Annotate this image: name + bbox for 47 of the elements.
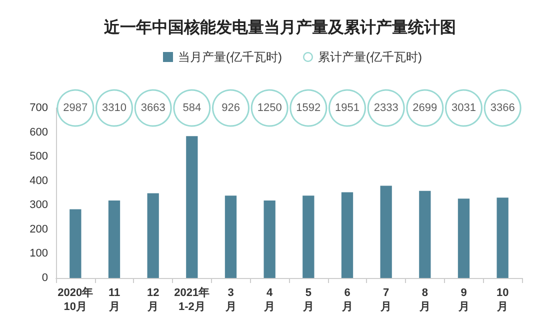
bar	[419, 190, 431, 278]
x-tick-label: 11 月	[108, 287, 120, 313]
x-tick-label: 2020年 10月	[58, 286, 94, 313]
legend-label: 累计产量(亿千瓦时)	[318, 50, 422, 64]
x-tick-label: 10 月	[496, 287, 509, 313]
y-tick-label: 600	[30, 126, 48, 138]
bar	[186, 136, 198, 278]
bar	[264, 200, 276, 278]
y-tick-label: 700	[30, 102, 48, 114]
bar	[224, 196, 237, 278]
x-tick-label: 2021年 1-2月	[174, 286, 210, 313]
x-tick-label: 9 月	[457, 287, 470, 313]
x-tick-label: 5 月	[302, 287, 314, 313]
x-tick-label: 3 月	[224, 287, 236, 313]
data-label: 3663	[140, 102, 166, 114]
data-label: 2987	[63, 102, 88, 114]
data-label: 3031	[452, 102, 476, 114]
y-tick-label: 500	[30, 150, 48, 163]
data-label: 926	[222, 102, 240, 114]
text: 近一年中国核能发电量当月产量及累计产量统计图	[103, 18, 456, 36]
bar	[302, 196, 314, 278]
bar	[147, 193, 159, 278]
y-tick-label: 0	[42, 272, 48, 284]
data-label: 3366	[490, 102, 515, 114]
bar	[496, 198, 508, 278]
y-tick-label: 300	[30, 199, 48, 212]
x-tick-label: 8 月	[418, 287, 430, 313]
y-tick-label: 200	[30, 223, 48, 236]
data-label: 1250	[257, 102, 282, 114]
data-label: 2699	[412, 102, 438, 114]
x-tick-label: 4 月	[263, 287, 276, 313]
y-tick-label: 400	[30, 174, 48, 187]
x-tick-label: 7 月	[380, 287, 392, 313]
bar	[341, 192, 354, 278]
data-label: 3310	[102, 102, 126, 114]
data-label: 2333	[374, 102, 398, 114]
legend-label: 当月产量(亿千瓦时)	[178, 50, 282, 64]
bar	[108, 200, 120, 278]
data-label: 1592	[296, 102, 321, 114]
bar	[458, 198, 470, 278]
data-label: 1951	[335, 102, 360, 114]
y-tick-label: 100	[30, 248, 48, 260]
bar	[70, 209, 82, 278]
x-tick-label: 6 月	[340, 287, 353, 313]
x-tick-label: 12 月	[146, 287, 160, 313]
bar	[380, 186, 392, 278]
data-label: 584	[182, 102, 202, 114]
